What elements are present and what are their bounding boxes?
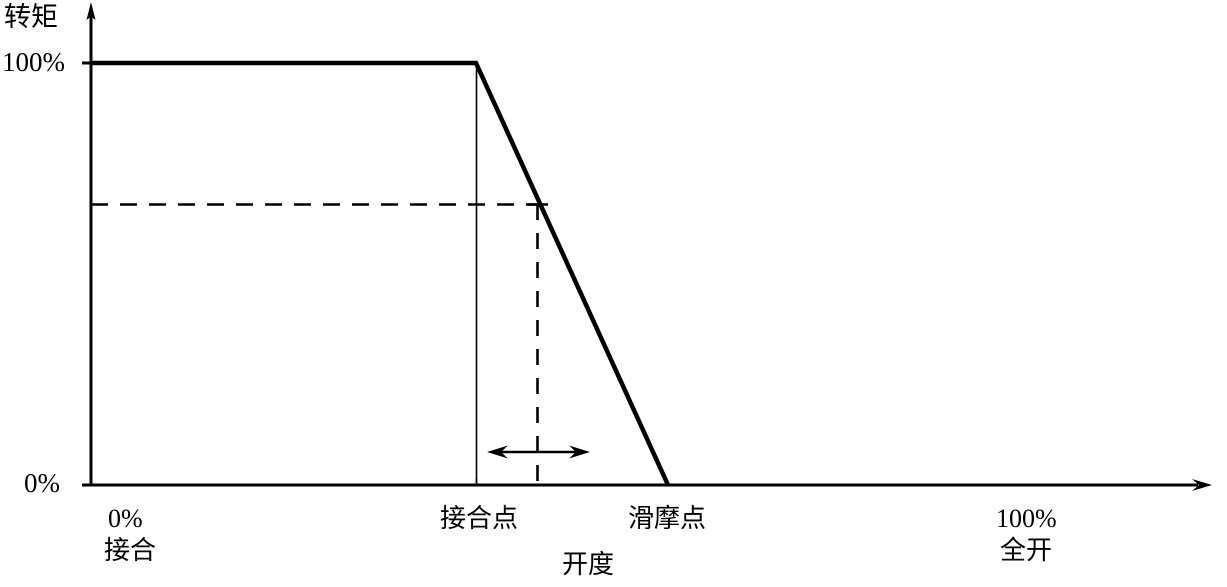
y-tick-label-0: 0% <box>24 468 60 498</box>
y-axis <box>86 2 96 486</box>
y-tick-label-100: 100% <box>2 47 65 77</box>
x-axis-title: 开度 <box>562 550 615 579</box>
slip-range-double-arrow <box>487 445 590 459</box>
x-axis <box>91 479 1212 491</box>
y-axis-title: 转矩 <box>4 2 58 32</box>
torque-curve <box>91 60 671 486</box>
x-tick-label-slip-point: 滑摩点 <box>628 504 707 533</box>
x-tick-sublabel-fully-open: 全开 <box>1000 536 1053 565</box>
x-tick-label-100-percent: 100% <box>996 504 1057 533</box>
x-tick-label-engagement-point: 接合点 <box>440 504 519 533</box>
x-tick-label-0-percent: 0% <box>108 504 143 533</box>
x-tick-sublabel-engaged: 接合 <box>104 536 157 565</box>
